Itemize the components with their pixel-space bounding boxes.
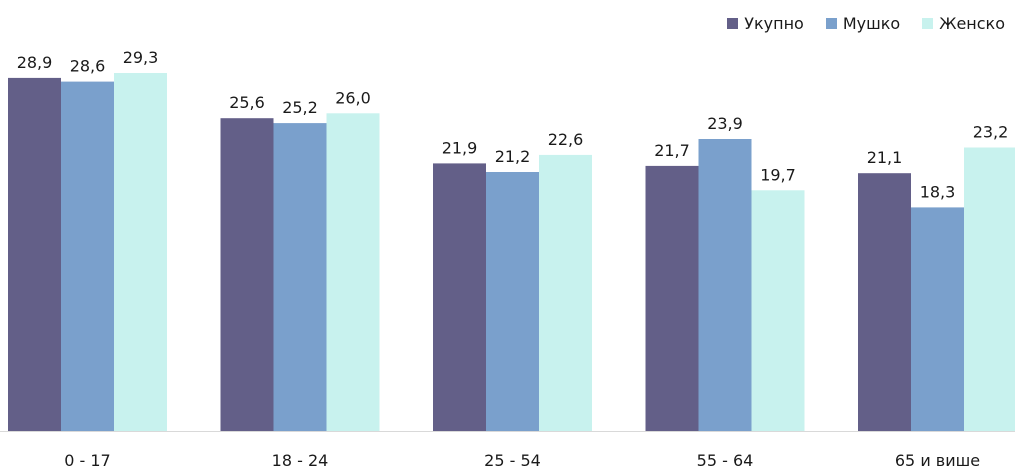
bar-total-2 bbox=[433, 163, 486, 431]
legend-label-total: Укупно bbox=[744, 14, 804, 33]
bar-male-2 bbox=[486, 172, 539, 431]
legend-item-total: Укупно bbox=[727, 14, 804, 33]
x-tick-label-2: 25 - 54 bbox=[484, 451, 541, 470]
data-label-total-3: 21,7 bbox=[654, 141, 690, 160]
bar-total-1 bbox=[220, 118, 274, 431]
legend-item-male: Мушко bbox=[825, 14, 901, 33]
bar-female-2 bbox=[539, 154, 592, 431]
bar-male-0 bbox=[61, 81, 114, 431]
bar-female-1 bbox=[326, 113, 380, 432]
legend: Укупно Мушко Женско bbox=[727, 14, 1005, 33]
bar-male-4 bbox=[911, 207, 964, 431]
bar-female-4 bbox=[964, 147, 1015, 431]
bar-total-4 bbox=[858, 173, 911, 431]
data-label-total-0: 28,9 bbox=[17, 53, 53, 72]
data-label-female-2: 22,6 bbox=[548, 130, 584, 149]
data-label-total-4: 21,1 bbox=[867, 148, 903, 167]
legend-swatch-male bbox=[825, 18, 837, 29]
bar-total-0 bbox=[8, 77, 61, 432]
legend-label-female: Женско bbox=[939, 14, 1005, 33]
x-tick-label-0: 0 - 17 bbox=[64, 451, 110, 470]
bar-male-1 bbox=[273, 123, 327, 431]
data-label-male-0: 28,6 bbox=[70, 57, 106, 76]
data-label-female-1: 26,0 bbox=[335, 88, 371, 107]
legend-label-male: Мушко bbox=[842, 14, 901, 33]
data-label-total-1: 25,6 bbox=[229, 93, 265, 112]
data-label-total-2: 21,9 bbox=[442, 138, 478, 157]
x-tick-label-3: 55 - 64 bbox=[697, 451, 754, 470]
bar-male-3 bbox=[698, 139, 752, 431]
bar-total-3 bbox=[645, 165, 699, 431]
x-tick-label-4: 65 и више bbox=[895, 451, 980, 470]
bar-female-3 bbox=[751, 190, 805, 431]
data-label-female-4: 23,2 bbox=[973, 123, 1009, 142]
bar-female-0 bbox=[114, 73, 167, 431]
legend-swatch-female bbox=[922, 18, 934, 29]
legend-item-female: Женско bbox=[922, 14, 1005, 33]
data-label-female-0: 29,3 bbox=[123, 48, 159, 67]
x-tick-label-1: 18 - 24 bbox=[272, 451, 329, 470]
data-label-male-3: 23,9 bbox=[707, 114, 743, 133]
data-label-female-3: 19,7 bbox=[760, 165, 796, 184]
data-label-male-4: 18,3 bbox=[920, 182, 956, 201]
data-label-male-2: 21,2 bbox=[495, 147, 531, 166]
data-label-male-1: 25,2 bbox=[282, 98, 318, 117]
legend-swatch-total bbox=[727, 18, 739, 29]
